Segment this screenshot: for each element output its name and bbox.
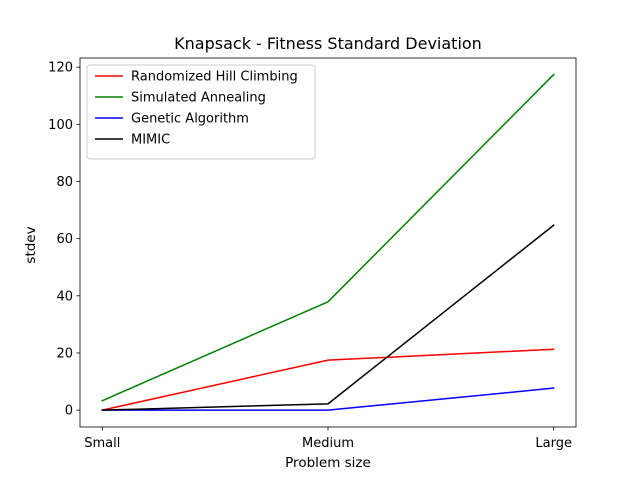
x-tick-label: Large [535,436,572,451]
series-line-1 [101,73,555,402]
y-axis-label: stdev [23,226,39,263]
legend-label-1: Simulated Annealing [131,91,266,106]
x-axis-label: Problem size [285,455,371,471]
legend-label-3: MIMIC [131,133,170,148]
x-tick-label: Small [84,436,120,451]
series-line-0 [101,348,555,412]
y-tick-label: 40 [56,289,73,304]
plot-area [101,73,555,412]
y-tick-label: 100 [48,118,73,133]
series-line-3 [101,224,555,411]
legend-box [86,64,316,160]
y-tick-label: 120 [48,61,73,76]
y-tick-label: 80 [56,175,73,190]
legend: Randomized Hill Climbing Simulated Anneal… [86,64,316,160]
chart-title: Knapsack - Fitness Standard Deviation [174,34,482,53]
y-tick-label: 20 [56,346,73,361]
x-tick-label: Medium [302,436,354,451]
axes: 0 20 40 60 80 100 120 Small Medium Large [48,57,577,451]
y-tick-label: 60 [56,232,73,247]
legend-label-2: Genetic Algorithm [131,112,249,127]
series-line-2 [101,387,555,411]
legend-label-0: Randomized Hill Climbing [131,70,298,85]
y-tick-label: 0 [65,404,73,419]
